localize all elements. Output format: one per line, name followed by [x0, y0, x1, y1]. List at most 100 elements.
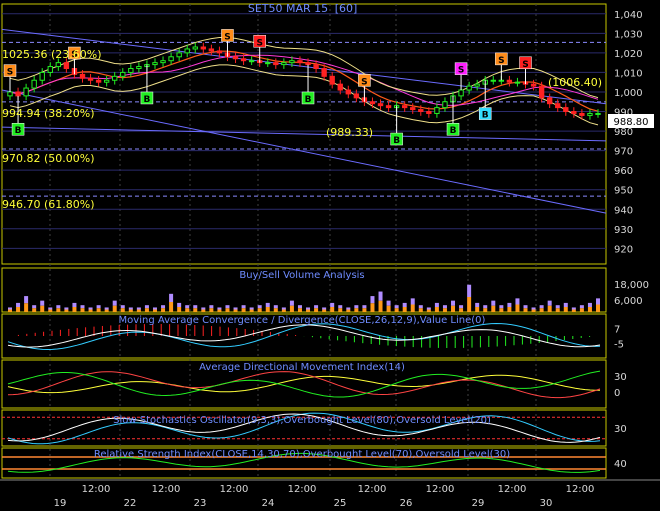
volume-sell-bar — [386, 300, 391, 306]
day-tick-label: 29 — [472, 498, 485, 509]
candle-body — [369, 101, 376, 105]
volume-buy-bar — [169, 302, 174, 312]
candle-body — [563, 107, 569, 113]
volume-sell-bar — [418, 305, 423, 309]
candle-body — [273, 62, 279, 66]
rsi-panel: 40 — [2, 452, 627, 473]
hour-tick-label: 12:00 — [82, 484, 111, 495]
volume-sell-bar — [32, 305, 37, 309]
day-tick-label: 30 — [540, 498, 553, 509]
volume-sell-bar — [563, 302, 568, 307]
volume-buy-bar — [104, 309, 109, 312]
candle-body — [87, 77, 94, 81]
day-tick-label: 24 — [262, 498, 275, 509]
volume-sell-bar — [233, 307, 238, 310]
candle-body — [31, 79, 37, 89]
candle-body — [377, 103, 384, 107]
candle-body — [265, 62, 271, 65]
day-tick-label: 25 — [334, 498, 347, 509]
candle-body — [15, 91, 21, 97]
candle-body — [7, 91, 13, 97]
volume-buy-bar — [515, 304, 520, 312]
candle-body — [434, 107, 440, 114]
grid: 1,040 1,030 1,020 1,010 1,000 990 980 970 960 950… — [1, 3, 643, 479]
volume-buy-bar — [265, 307, 270, 312]
volume-buy-bar — [241, 308, 246, 312]
volume-sell-bar — [354, 305, 359, 309]
volume-sell-bar — [338, 305, 343, 309]
hour-tick-label: 12:00 — [498, 484, 527, 495]
volume-buy-bar — [32, 308, 37, 312]
oscillator-tick-label: 0 — [614, 388, 620, 399]
candle-body — [442, 101, 448, 109]
candle-body — [63, 62, 70, 70]
price-panel: S S S S S S S S B B B B B B — [1, 28, 607, 214]
buy-signal-box — [301, 91, 315, 105]
candle-body — [410, 107, 416, 111]
candle-body — [458, 89, 464, 97]
sell-signal-box — [3, 64, 17, 77]
volume-sell-bar — [281, 307, 286, 310]
buy-signal-label: B — [305, 95, 312, 105]
volume-sell-bar — [265, 302, 270, 307]
day-tick-label: 23 — [194, 498, 207, 509]
candle-body — [103, 79, 110, 83]
volume-sell-bar — [96, 305, 101, 309]
volume-buy-bar — [426, 309, 431, 312]
volume-sell-bar — [451, 300, 456, 306]
volume-sell-bar — [587, 302, 592, 307]
fib-label-61: 946.70 (61.80%) — [2, 198, 95, 211]
volume-buy-bar — [193, 308, 198, 312]
oscillator-tick-label: 40 — [614, 459, 627, 470]
fib-label-23: 1025.36 (23.60%) — [2, 48, 102, 61]
candle-body — [208, 48, 215, 52]
volume-sell-bar — [24, 296, 29, 304]
fib-label-50: 970.82 (50.00%) — [2, 152, 95, 165]
volume-sell-bar — [80, 305, 85, 309]
band-upper-line — [9, 37, 599, 99]
candle-body — [160, 60, 166, 64]
volume-buy-bar — [547, 305, 552, 312]
sell-signal-box — [68, 46, 81, 60]
volume-buy-bar — [201, 309, 206, 312]
candle-body — [184, 48, 190, 54]
volume-buy-bar — [555, 308, 560, 312]
volume-buy-bar — [579, 308, 584, 312]
volume-sell-bar — [370, 296, 375, 304]
volume-buy-bar — [410, 304, 415, 312]
volume-sell-bar — [547, 300, 552, 306]
volume-buy-bar — [40, 305, 45, 312]
volume-buy-bar — [314, 308, 319, 312]
volume-sell-bar — [104, 307, 109, 310]
sell-signal-label: S — [256, 38, 262, 48]
volume-buy-bar — [249, 309, 254, 312]
candle-body — [120, 71, 126, 77]
volume-sell-bar — [152, 307, 157, 310]
volume-sell-bar — [499, 305, 504, 309]
volume-buy-bar — [467, 297, 472, 312]
candle-body — [571, 111, 577, 114]
volume-sell-bar — [346, 307, 351, 310]
candle-body — [79, 73, 86, 79]
candle-body — [152, 62, 158, 66]
moving-average-slow-line — [9, 54, 599, 106]
volume-buy-bar — [177, 307, 182, 312]
di-minus-line — [7, 371, 601, 399]
volume-buy-bar — [523, 308, 528, 312]
volume-sell-bar — [314, 305, 319, 309]
volume-buy-bar — [217, 309, 222, 312]
candle-body — [248, 60, 255, 63]
volume-sell-bar — [322, 307, 327, 310]
candle-body — [281, 62, 287, 66]
candle-body — [200, 46, 207, 50]
volume-sell-bar — [48, 307, 53, 310]
candle-body — [514, 81, 521, 84]
volume-sell-bar — [201, 307, 206, 310]
volume-buy-bar — [185, 308, 190, 312]
sell-signal-label: S — [224, 32, 230, 42]
hour-tick-label: 12:00 — [288, 484, 317, 495]
candle-body — [587, 112, 593, 116]
price-tick-label: 970 — [614, 147, 633, 158]
volume-sell-bar — [257, 305, 262, 309]
